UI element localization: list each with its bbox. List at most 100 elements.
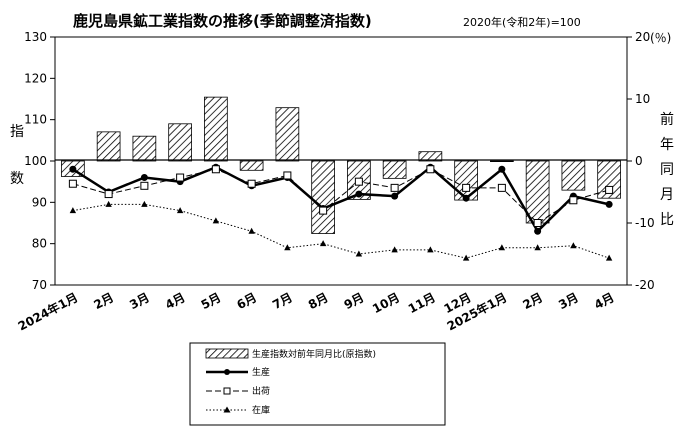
point-shipment (176, 173, 185, 182)
left-axis: 130 120 110 100 90 80 70 (24, 30, 55, 292)
point-inventory (391, 246, 398, 253)
x-tick-label: 5月 (199, 290, 224, 312)
line-series (68, 163, 614, 261)
x-tick-label: 2月 (520, 290, 545, 312)
x-tick-label: 9月 (342, 290, 367, 312)
line-shipment (72, 168, 610, 224)
bar-yoy (168, 123, 192, 162)
x-tick-label: 2024年1月 (15, 289, 80, 333)
point-inventory (176, 207, 184, 214)
point-production (391, 192, 399, 200)
legend-label-shipment: 出荷 (252, 385, 270, 397)
point-inventory (427, 246, 434, 253)
right-axis-label-char: 同 (660, 162, 674, 178)
point-shipment (569, 196, 578, 205)
x-tick-label: 8月 (306, 290, 331, 312)
point-shipment (605, 185, 614, 194)
legend-marker-inventory (223, 406, 231, 413)
right-axis-label-char: 比 (660, 212, 674, 228)
point-production (140, 174, 148, 182)
bar-yoy (204, 96, 228, 162)
point-shipment (140, 181, 149, 190)
left-tick-label: 80 (32, 237, 47, 251)
point-inventory (605, 254, 613, 261)
right-tick-label: -20 (635, 278, 655, 292)
legend-marker-shipment (223, 387, 231, 395)
point-shipment (319, 206, 328, 215)
right-axis-unit: (％) (650, 31, 671, 45)
point-inventory (570, 242, 577, 249)
left-axis-label: 指数 (10, 124, 24, 187)
point-shipment (533, 219, 542, 227)
point-inventory (212, 217, 220, 224)
bar-yoy (561, 160, 586, 191)
left-tick-label: 70 (32, 278, 47, 292)
bar-yoy (132, 135, 157, 162)
left-tick-label: 130 (24, 30, 47, 44)
point-inventory (462, 254, 470, 261)
left-tick-label: 90 (32, 195, 47, 209)
x-tick-label: 4月 (163, 290, 188, 312)
right-axis-label: 前年同月比 (660, 111, 674, 228)
point-shipment (211, 165, 220, 174)
point-inventory (355, 250, 363, 257)
right-tick-label: 10 (635, 92, 650, 106)
left-axis-label-char: 数 (10, 171, 24, 187)
point-inventory (284, 244, 291, 251)
right-axis-label-char: 月 (660, 187, 674, 203)
right-tick-label: 0 (635, 154, 643, 168)
left-axis-label-char: 指 (10, 124, 24, 140)
line-inventory (72, 203, 610, 259)
point-production (534, 227, 542, 235)
point-shipment (247, 179, 256, 188)
point-inventory (105, 200, 112, 207)
point-shipment (462, 183, 471, 192)
right-axis-label-char: 前 (660, 111, 674, 128)
bar-yoy (525, 160, 550, 224)
legend-label-bar: 生産指数対前年同月比(原指数) (252, 348, 376, 360)
x-tick-label: 6月 (234, 290, 259, 312)
legend-label-production: 生産 (252, 366, 270, 378)
point-production (605, 200, 613, 208)
x-tick-label: 11月 (406, 290, 438, 316)
right-axis: 20 10 0 -10 -20 (627, 30, 655, 292)
left-tick-label: 110 (24, 113, 47, 127)
point-inventory (141, 200, 148, 207)
point-shipment (104, 190, 113, 199)
bar-yoy (418, 151, 443, 162)
point-production (355, 190, 363, 198)
point-inventory (248, 227, 255, 234)
legend-label-inventory: 在庫 (252, 404, 270, 416)
point-shipment (390, 183, 399, 192)
x-tick-label: 10月 (370, 290, 402, 316)
point-shipment (68, 179, 77, 188)
point-shipment (354, 177, 363, 186)
point-inventory (498, 244, 506, 251)
bar-yoy (311, 160, 335, 234)
point-inventory (319, 240, 327, 247)
legend: 生産指数対前年同月比(原指数) 生産 出荷 在庫 (189, 342, 446, 426)
x-tick-label: 7月 (270, 290, 295, 312)
point-shipment (497, 183, 506, 192)
right-axis-label-char: 年 (660, 137, 674, 153)
x-tick-label: 3月 (127, 290, 152, 312)
point-inventory (69, 207, 77, 214)
right-tick-label: -10 (635, 216, 655, 230)
bar-yoy (597, 160, 621, 199)
point-shipment (283, 171, 292, 180)
base-year-note: 2020年(令和2年)=100 (463, 15, 581, 29)
point-inventory (534, 244, 541, 251)
bar-yoy (96, 131, 121, 162)
bar-yoy (490, 160, 514, 163)
line-production (72, 165, 610, 234)
point-shipment (426, 165, 435, 174)
bar-yoy (275, 107, 300, 162)
left-tick-label: 100 (24, 154, 47, 168)
legend-bar-swatch (205, 348, 249, 359)
right-tick-label: 20 (635, 30, 650, 44)
x-tick-label: 3月 (556, 290, 581, 312)
bar-series (61, 96, 621, 234)
x-tick-label: 2月 (91, 290, 116, 312)
